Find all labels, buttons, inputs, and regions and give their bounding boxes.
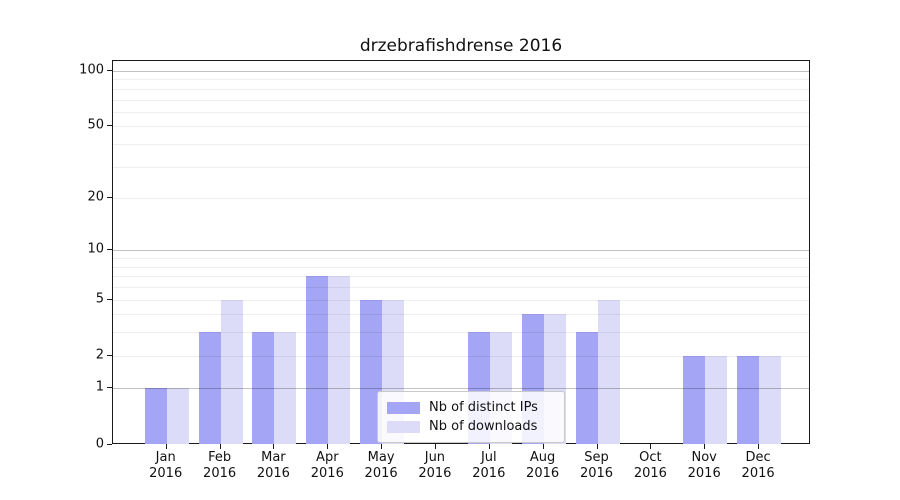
x-tick-mark bbox=[219, 444, 221, 449]
legend: Nb of distinct IPs Nb of downloads bbox=[377, 391, 565, 443]
x-tick-mark bbox=[381, 444, 383, 449]
gridline-minor bbox=[113, 299, 809, 301]
y-tick-mark bbox=[107, 125, 112, 127]
x-tick-label-jul: Jul 2016 bbox=[472, 450, 506, 481]
gridline-minor bbox=[113, 79, 809, 81]
bar-downloads-sep bbox=[597, 299, 620, 444]
x-tick-label-apr: Apr 2016 bbox=[310, 450, 344, 481]
x-tick-label-oct: Oct 2016 bbox=[633, 450, 667, 481]
plot-area: Nb of distinct IPs Nb of downloads bbox=[112, 60, 810, 444]
x-tick-mark bbox=[273, 444, 275, 449]
y-tick-mark bbox=[107, 249, 112, 251]
x-tick-mark bbox=[542, 444, 544, 449]
x-tick-mark bbox=[434, 444, 436, 449]
gridline-minor bbox=[113, 88, 809, 90]
gridline-major bbox=[113, 250, 809, 252]
bar-distinct-ips-nov bbox=[683, 355, 706, 444]
y-tick-label: 1 bbox=[95, 379, 104, 395]
y-tick-label: 2 bbox=[95, 347, 104, 363]
bar-distinct-ips-sep bbox=[575, 332, 598, 444]
x-tick-mark bbox=[488, 444, 490, 449]
bar-distinct-ips-mar bbox=[252, 332, 275, 444]
gridline-major bbox=[113, 71, 809, 72]
bar-downloads-nov bbox=[705, 355, 728, 444]
legend-item-distinct-ips: Nb of distinct IPs bbox=[387, 398, 555, 417]
legend-label: Nb of downloads bbox=[429, 419, 538, 434]
bar-downloads-jan bbox=[166, 388, 189, 444]
gridline-minor bbox=[113, 99, 809, 101]
bar-distinct-ips-jan bbox=[144, 388, 167, 444]
bar-distinct-ips-apr bbox=[306, 276, 329, 444]
x-tick-label-may: May 2016 bbox=[364, 450, 398, 481]
x-tick-label-dec: Dec 2016 bbox=[741, 450, 775, 481]
gridline-minor bbox=[113, 258, 809, 260]
bar-downloads-mar bbox=[274, 332, 297, 444]
y-tick-label: 5 bbox=[95, 291, 104, 306]
gridline-minor bbox=[113, 144, 809, 145]
legend-label: Nb of distinct IPs bbox=[429, 400, 538, 415]
y-tick-label: 50 bbox=[87, 117, 104, 133]
bar-downloads-apr bbox=[328, 276, 351, 444]
x-tick-label-jan: Jan 2016 bbox=[149, 450, 183, 481]
bar-distinct-ips-dec bbox=[737, 355, 760, 444]
x-tick-mark bbox=[327, 444, 329, 449]
gridline-minor bbox=[113, 198, 809, 200]
y-tick-mark bbox=[107, 387, 112, 389]
bar-downloads-dec bbox=[759, 355, 782, 444]
gridline-minor bbox=[113, 276, 809, 278]
y-tick-label: 100 bbox=[79, 62, 104, 78]
y-tick-label: 10 bbox=[87, 241, 104, 257]
bar-distinct-ips-feb bbox=[198, 332, 221, 444]
x-tick-mark bbox=[596, 444, 598, 449]
x-tick-mark bbox=[758, 444, 760, 449]
y-tick-label: 0 bbox=[95, 436, 104, 451]
y-tick-mark bbox=[107, 298, 112, 300]
gridline-minor bbox=[113, 126, 809, 128]
x-tick-label-nov: Nov 2016 bbox=[687, 450, 721, 481]
x-tick-label-mar: Mar 2016 bbox=[256, 450, 290, 481]
gridline-minor bbox=[113, 166, 809, 168]
legend-item-downloads: Nb of downloads bbox=[387, 417, 555, 436]
x-tick-mark bbox=[704, 444, 706, 449]
x-tick-label-sep: Sep 2016 bbox=[579, 450, 614, 481]
chart-title: drzebrafishdrense 2016 bbox=[359, 36, 563, 56]
x-tick-label-feb: Feb 2016 bbox=[203, 450, 237, 481]
x-tick-label-jun: Jun 2016 bbox=[418, 450, 452, 481]
gridline-minor bbox=[113, 266, 809, 268]
bar-distinct-ips-may bbox=[360, 299, 383, 444]
bar-downloads-feb bbox=[220, 299, 243, 444]
y-tick-mark bbox=[107, 70, 112, 71]
y-tick-mark bbox=[107, 354, 112, 356]
legend-swatch-distinct-ips bbox=[387, 401, 420, 414]
x-tick-mark bbox=[165, 444, 167, 449]
y-tick-mark bbox=[107, 443, 112, 445]
gridline-minor bbox=[113, 287, 809, 288]
gridline-minor bbox=[113, 314, 809, 316]
y-tick-label: 20 bbox=[87, 189, 104, 205]
x-tick-label-aug: Aug 2016 bbox=[526, 450, 560, 481]
gridline-minor bbox=[113, 111, 809, 113]
x-tick-mark bbox=[650, 444, 652, 449]
y-tick-mark bbox=[107, 197, 112, 199]
legend-swatch-downloads bbox=[387, 420, 420, 433]
